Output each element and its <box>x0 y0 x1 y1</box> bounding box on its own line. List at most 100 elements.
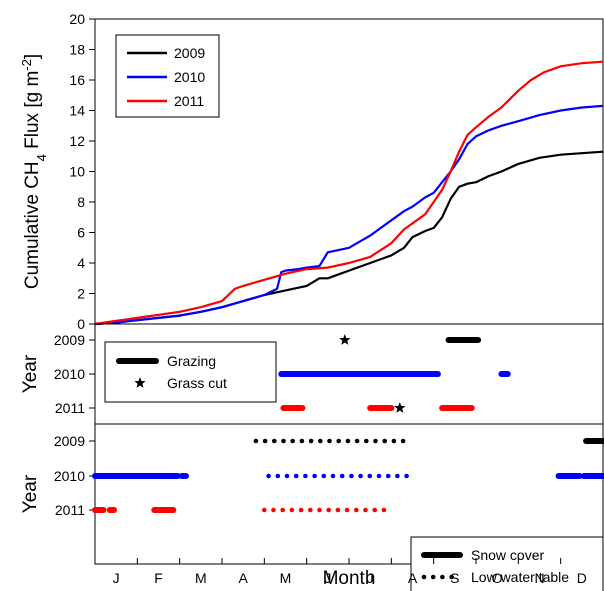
row-label-2010: 2010 <box>54 366 85 382</box>
low-water-dot <box>391 438 397 444</box>
low-water-dot <box>354 507 359 513</box>
x-tick-label-M: M <box>280 570 292 586</box>
low-water-dot <box>430 574 436 580</box>
low-water-dot <box>349 473 354 479</box>
management-panel: 2009 2010 2011 Year Grazing Grass cut <box>20 323 604 425</box>
low-water-table-2010 <box>266 473 409 479</box>
legend-frame <box>104 341 277 403</box>
low-water-dot <box>312 473 317 479</box>
legend-label-2010: 2010 <box>174 69 205 85</box>
low-water-dot <box>385 473 391 479</box>
hydrology-legend: Snow cover Low water table <box>410 536 604 591</box>
low-water-dot <box>344 507 350 513</box>
low-water-dot <box>364 438 369 444</box>
low-water-dot <box>335 507 341 513</box>
low-water-dot <box>421 574 427 580</box>
low-water-dot <box>440 574 445 580</box>
y-title-part: -2 <box>19 59 34 71</box>
x-tick-label-O: O <box>492 570 503 586</box>
low-water-dot <box>298 507 304 513</box>
row-label-2011: 2011 <box>55 502 85 518</box>
low-water-dot <box>293 473 299 479</box>
low-water-dot <box>289 507 295 513</box>
low-water-dot <box>326 507 332 513</box>
low-water-dot <box>271 507 276 513</box>
x-tick-label-J: J <box>113 570 120 586</box>
x-tick-label-J: J <box>367 570 374 586</box>
series-line-2009 <box>94 150 604 326</box>
y-tick-label: 20 <box>69 11 85 27</box>
legend-label-2009: 2009 <box>174 45 205 61</box>
y-tick-label: 14 <box>69 103 85 119</box>
flux-legend: 2009 2010 2011 <box>115 34 220 118</box>
low-water-dot <box>321 473 327 479</box>
management-y-axis-title: Year <box>20 354 41 393</box>
low-water-dot <box>372 507 378 513</box>
low-water-dot <box>253 438 259 444</box>
management-legend: Grazing Grass cut <box>104 341 277 403</box>
low-water-dot <box>280 507 286 513</box>
low-water-dot <box>262 507 267 513</box>
grass-cut-star-2009 <box>339 334 351 345</box>
low-water-dot <box>330 473 336 479</box>
low-water-dot <box>299 438 305 444</box>
legend-label-snow-cover: Snow cover <box>471 547 544 563</box>
row-label-2009: 2009 <box>54 433 85 449</box>
low-water-dot <box>354 438 360 444</box>
low-water-dot <box>345 438 351 444</box>
x-tick-label-F: F <box>154 570 163 586</box>
low-water-dot <box>327 438 332 444</box>
low-water-dot <box>272 438 277 444</box>
y-tick-label: 0 <box>77 316 85 332</box>
y-title-part: 4 <box>34 154 49 161</box>
low-water-dot <box>373 438 378 444</box>
x-tick-label-N: N <box>534 570 544 586</box>
low-water-dot <box>400 438 406 444</box>
y-title-part: Cumulative CH <box>22 161 43 289</box>
legend-label-2011: 2011 <box>174 93 204 109</box>
low-water-dot <box>266 473 271 479</box>
low-water-dot <box>449 574 454 580</box>
hydrology-y-axis-title: Year <box>20 474 41 513</box>
y-title-part: Flux [g m <box>22 71 43 154</box>
low-water-dot <box>317 507 322 513</box>
low-water-dot <box>308 507 313 513</box>
x-axis: Month J F M A M J J A S O N D <box>94 558 604 589</box>
low-water-dot <box>262 438 268 444</box>
x-tick-label-J: J <box>324 570 331 586</box>
legend-label-grass-cut: Grass cut <box>167 375 227 391</box>
legend-swatch-grass-cut <box>134 377 146 388</box>
x-tick-label-A: A <box>238 570 248 586</box>
low-water-dot <box>358 473 363 479</box>
low-water-dot <box>275 473 281 479</box>
hydrology-panel: 2009 2010 2011 Year Snow cover Low water tabl… <box>20 423 604 591</box>
low-water-dot <box>376 473 382 479</box>
low-water-dot <box>284 473 290 479</box>
low-water-dot <box>336 438 342 444</box>
y-tick-label: 10 <box>69 164 85 180</box>
y-tick-label: 6 <box>77 225 85 241</box>
x-tick-label-D: D <box>577 570 587 586</box>
low-water-table-2009 <box>253 438 406 444</box>
low-water-dot <box>318 438 323 444</box>
low-water-dot <box>281 438 286 444</box>
x-axis-title: Month <box>323 568 376 589</box>
low-water-table-2011 <box>262 507 387 513</box>
low-water-dot <box>363 507 368 513</box>
grass-cut-star-2011 <box>394 402 406 413</box>
legend-swatch-low-water-table <box>421 574 454 580</box>
y-tick-label: 4 <box>77 255 85 271</box>
legend-label-grazing: Grazing <box>167 353 216 369</box>
low-water-dot <box>382 438 388 444</box>
x-tick-label-S: S <box>450 570 459 586</box>
series-line-2011 <box>94 60 604 326</box>
low-water-dot <box>303 473 308 479</box>
y-tick-label: 2 <box>77 286 85 302</box>
x-tick-label-A: A <box>408 570 418 586</box>
y-title-part: ] <box>22 54 43 59</box>
y-tick-label: 8 <box>77 194 85 210</box>
low-water-dot <box>381 507 387 513</box>
row-label-2011: 2011 <box>55 400 85 416</box>
flux-y-axis-title: Cumulative CH4 Flux [g m-2] <box>19 54 49 289</box>
